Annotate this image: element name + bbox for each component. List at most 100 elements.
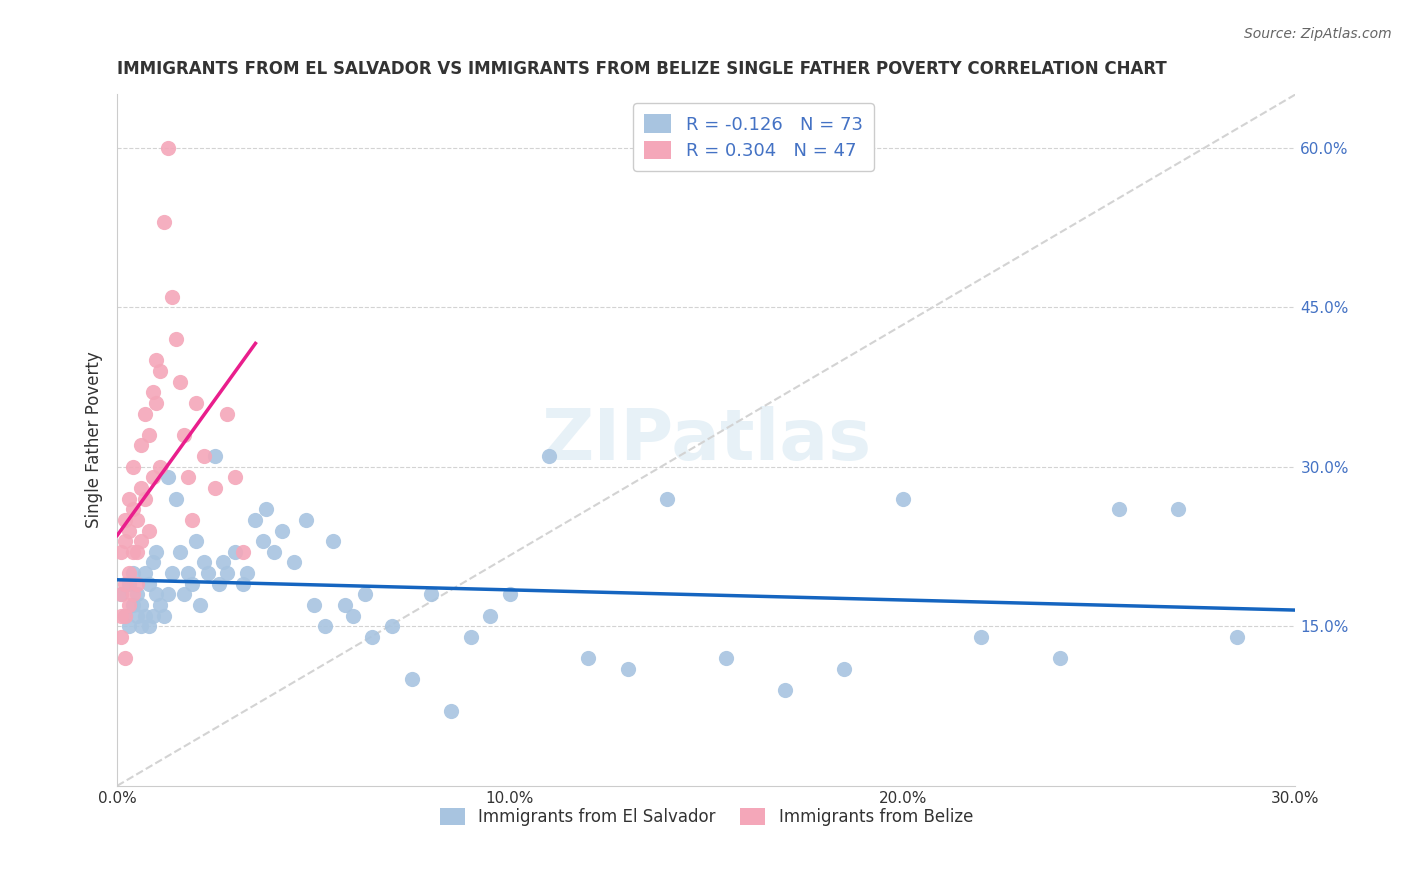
Immigrants from El Salvador <box>891 491 914 506</box>
Immigrants from El Salvador <box>145 545 167 559</box>
Immigrants from El Salvador <box>254 502 277 516</box>
Immigrants from El Salvador <box>204 449 226 463</box>
Immigrants from El Salvador <box>157 587 180 601</box>
Text: ZIPatlas: ZIPatlas <box>541 406 872 475</box>
Immigrants from El Salvador <box>236 566 259 580</box>
Immigrants from El Salvador <box>499 587 522 601</box>
Immigrants from El Salvador <box>832 662 855 676</box>
Immigrants from Belize <box>193 449 215 463</box>
Immigrants from Belize <box>125 576 148 591</box>
Immigrants from El Salvador <box>165 491 187 506</box>
Immigrants from El Salvador <box>153 608 176 623</box>
Immigrants from El Salvador <box>361 630 384 644</box>
Immigrants from El Salvador <box>125 587 148 601</box>
Immigrants from Belize <box>141 385 163 400</box>
Immigrants from Belize <box>122 502 145 516</box>
Immigrants from Belize <box>232 545 254 559</box>
Immigrants from El Salvador <box>1049 651 1071 665</box>
Immigrants from El Salvador <box>460 630 482 644</box>
Immigrants from Belize <box>110 630 132 644</box>
Immigrants from El Salvador <box>193 556 215 570</box>
Immigrants from Belize <box>134 491 156 506</box>
Immigrants from El Salvador <box>122 566 145 580</box>
Immigrants from El Salvador <box>232 576 254 591</box>
Immigrants from Belize <box>145 353 167 368</box>
Immigrants from El Salvador <box>212 556 235 570</box>
Immigrants from Belize <box>184 396 207 410</box>
Immigrants from El Salvador <box>197 566 219 580</box>
Immigrants from El Salvador <box>420 587 443 601</box>
Immigrants from El Salvador <box>773 683 796 698</box>
Immigrants from El Salvador <box>479 608 502 623</box>
Immigrants from El Salvador <box>271 524 294 538</box>
Immigrants from Belize <box>145 396 167 410</box>
Immigrants from Belize <box>160 289 183 303</box>
Immigrants from Belize <box>129 534 152 549</box>
Immigrants from El Salvador <box>714 651 737 665</box>
Immigrants from El Salvador <box>141 556 163 570</box>
Immigrants from El Salvador <box>302 598 325 612</box>
Immigrants from El Salvador <box>177 566 200 580</box>
Immigrants from El Salvador <box>169 545 191 559</box>
Immigrants from Belize <box>110 608 132 623</box>
Immigrants from El Salvador <box>263 545 285 559</box>
Immigrants from El Salvador <box>118 619 141 633</box>
Immigrants from El Salvador <box>134 608 156 623</box>
Immigrants from Belize <box>114 651 136 665</box>
Immigrants from El Salvador <box>1225 630 1247 644</box>
Immigrants from El Salvador <box>381 619 404 633</box>
Immigrants from Belize <box>173 427 195 442</box>
Immigrants from El Salvador <box>145 587 167 601</box>
Immigrants from El Salvador <box>342 608 364 623</box>
Immigrants from El Salvador <box>353 587 375 601</box>
Immigrants from Belize <box>149 364 172 378</box>
Immigrants from El Salvador <box>401 673 423 687</box>
Immigrants from El Salvador <box>333 598 356 612</box>
Immigrants from El Salvador <box>129 598 152 612</box>
Immigrants from Belize <box>118 566 141 580</box>
Immigrants from Belize <box>204 481 226 495</box>
Immigrants from El Salvador <box>110 587 132 601</box>
Immigrants from El Salvador <box>970 630 993 644</box>
Immigrants from Belize <box>110 587 132 601</box>
Immigrants from El Salvador <box>217 566 239 580</box>
Immigrants from El Salvador <box>616 662 638 676</box>
Immigrants from Belize <box>122 459 145 474</box>
Immigrants from Belize <box>125 513 148 527</box>
Immigrants from Belize <box>129 481 152 495</box>
Immigrants from Belize <box>114 576 136 591</box>
Immigrants from Belize <box>217 407 239 421</box>
Immigrants from Belize <box>118 491 141 506</box>
Immigrants from El Salvador <box>294 513 316 527</box>
Immigrants from El Salvador <box>157 470 180 484</box>
Immigrants from El Salvador <box>224 545 246 559</box>
Immigrants from El Salvador <box>125 608 148 623</box>
Legend: Immigrants from El Salvador, Immigrants from Belize: Immigrants from El Salvador, Immigrants … <box>433 801 980 833</box>
Immigrants from El Salvador <box>138 619 160 633</box>
Immigrants from El Salvador <box>184 534 207 549</box>
Immigrants from El Salvador <box>141 608 163 623</box>
Immigrants from Belize <box>118 598 141 612</box>
Immigrants from El Salvador <box>118 576 141 591</box>
Immigrants from Belize <box>224 470 246 484</box>
Immigrants from El Salvador <box>1108 502 1130 516</box>
Immigrants from Belize <box>153 215 176 229</box>
Immigrants from El Salvador <box>134 566 156 580</box>
Immigrants from El Salvador <box>322 534 344 549</box>
Immigrants from Belize <box>122 545 145 559</box>
Immigrants from Belize <box>138 427 160 442</box>
Immigrants from Belize <box>177 470 200 484</box>
Immigrants from Belize <box>134 407 156 421</box>
Immigrants from Belize <box>129 438 152 452</box>
Immigrants from El Salvador <box>538 449 561 463</box>
Immigrants from Belize <box>122 587 145 601</box>
Immigrants from Belize <box>114 608 136 623</box>
Immigrants from Belize <box>138 524 160 538</box>
Immigrants from Belize <box>169 375 191 389</box>
Y-axis label: Single Father Poverty: Single Father Poverty <box>86 351 103 528</box>
Immigrants from Belize <box>180 513 202 527</box>
Text: IMMIGRANTS FROM EL SALVADOR VS IMMIGRANTS FROM BELIZE SINGLE FATHER POVERTY CORR: IMMIGRANTS FROM EL SALVADOR VS IMMIGRANT… <box>117 60 1167 78</box>
Immigrants from El Salvador <box>188 598 211 612</box>
Immigrants from Belize <box>141 470 163 484</box>
Immigrants from El Salvador <box>578 651 600 665</box>
